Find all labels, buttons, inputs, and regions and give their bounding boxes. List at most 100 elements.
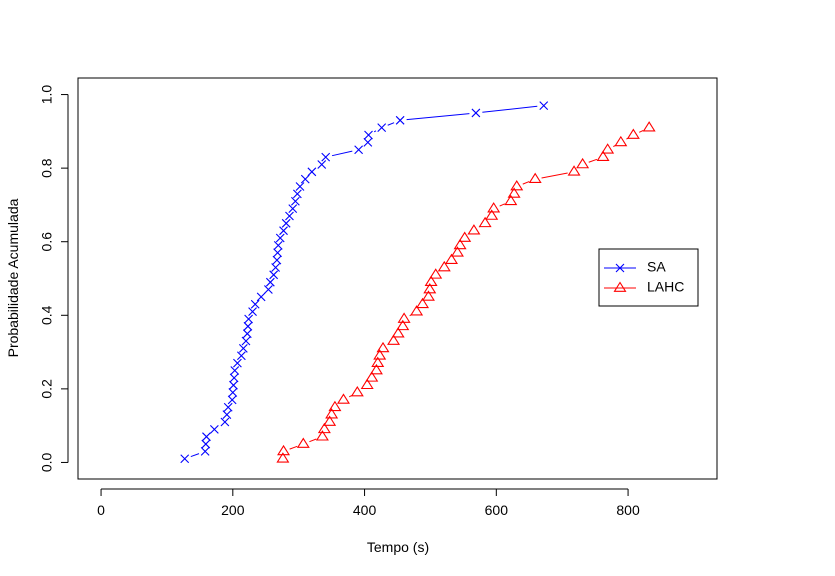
data-point: [277, 444, 291, 456]
data-point: [410, 305, 424, 316]
data-point: [230, 366, 240, 375]
data-point: [421, 290, 435, 301]
data-point: [437, 260, 451, 272]
data-point: [365, 371, 379, 382]
data-point: [596, 150, 610, 161]
series-layer: [180, 101, 656, 464]
data-point: [263, 285, 273, 294]
legend-marker: [615, 263, 625, 273]
data-point: [323, 415, 337, 426]
data-point: [220, 417, 230, 427]
data-point: [485, 209, 499, 220]
data-point: [269, 270, 279, 280]
data-point: [228, 388, 238, 397]
x-tick-label: 400: [353, 502, 377, 518]
data-point: [424, 275, 438, 287]
data-point: [238, 344, 248, 353]
data-point: [614, 135, 628, 147]
y-tick-label: 0.2: [39, 379, 55, 399]
data-point: [376, 341, 390, 353]
data-point: [371, 356, 385, 367]
series-segment: [373, 130, 377, 133]
data-point: [350, 386, 364, 397]
data-point: [387, 334, 401, 345]
data-point: [223, 402, 233, 412]
data-point: [243, 321, 253, 331]
data-point: [236, 351, 246, 361]
data-point: [458, 231, 472, 242]
series-segment: [190, 453, 200, 458]
data-point: [510, 179, 524, 191]
data-point: [423, 282, 437, 294]
data-point: [507, 187, 521, 198]
data-point: [272, 255, 282, 265]
data-point: [626, 128, 640, 139]
data-point: [227, 395, 237, 405]
data-point: [377, 123, 387, 133]
data-point: [364, 130, 373, 140]
legend-box: [598, 248, 699, 307]
data-point: [271, 263, 281, 272]
data-point: [317, 160, 327, 169]
data-point: [292, 189, 302, 199]
data-point: [391, 327, 405, 338]
data-point: [321, 152, 331, 162]
series-sa: [180, 101, 549, 464]
data-point: [295, 182, 305, 191]
data-point: [360, 378, 374, 390]
series-segment: [482, 105, 538, 113]
legend-entry-sa: SA: [604, 259, 666, 275]
data-point: [369, 363, 383, 375]
series-segment: [331, 150, 353, 157]
data-point: [233, 358, 242, 368]
data-point: [202, 432, 211, 442]
y-axis: 0.0 0.2 0.4 0.6 0.8 1.0: [39, 85, 69, 472]
data-point: [265, 277, 275, 287]
data-point: [244, 314, 254, 324]
data-point: [250, 299, 260, 309]
series-segment: [639, 129, 644, 133]
data-point: [396, 319, 410, 331]
data-point: [273, 241, 283, 250]
data-point: [642, 121, 656, 132]
data-point: [279, 226, 288, 236]
data-point: [296, 437, 310, 448]
y-tick-label: 1.0: [39, 85, 55, 105]
series-segment: [387, 122, 395, 126]
data-point: [539, 101, 549, 110]
data-point: [248, 307, 257, 316]
series-lahc: [276, 121, 656, 463]
data-point: [229, 373, 239, 383]
data-point: [222, 410, 232, 420]
data-point: [504, 194, 518, 206]
x-axis-title: Tempo (s): [367, 539, 429, 555]
data-point: [363, 137, 373, 147]
data-point: [273, 248, 282, 258]
data-point: [328, 400, 342, 412]
data-point: [285, 211, 294, 221]
data-point: [373, 349, 387, 360]
series-segment: [499, 203, 506, 207]
data-point: [528, 172, 542, 184]
data-point: [281, 218, 291, 228]
series-segment: [522, 181, 530, 185]
legend-label: LAHC: [647, 279, 684, 295]
series-segment: [289, 445, 298, 450]
y-axis-title: Probabilidade Acumulada: [5, 198, 21, 357]
data-point: [478, 216, 492, 228]
data-point: [487, 202, 501, 213]
data-point: [317, 422, 331, 434]
data-point: [256, 292, 266, 302]
x-tick-label: 200: [221, 502, 245, 518]
plot-frame: [77, 77, 718, 480]
data-point: [307, 167, 317, 177]
series-segment: [406, 113, 470, 121]
data-point: [180, 454, 190, 464]
data-point: [395, 115, 405, 125]
x-tick-label: 800: [616, 502, 640, 518]
data-point: [601, 143, 615, 154]
data-point: [200, 447, 210, 456]
data-point: [445, 253, 459, 264]
data-point: [416, 297, 430, 309]
